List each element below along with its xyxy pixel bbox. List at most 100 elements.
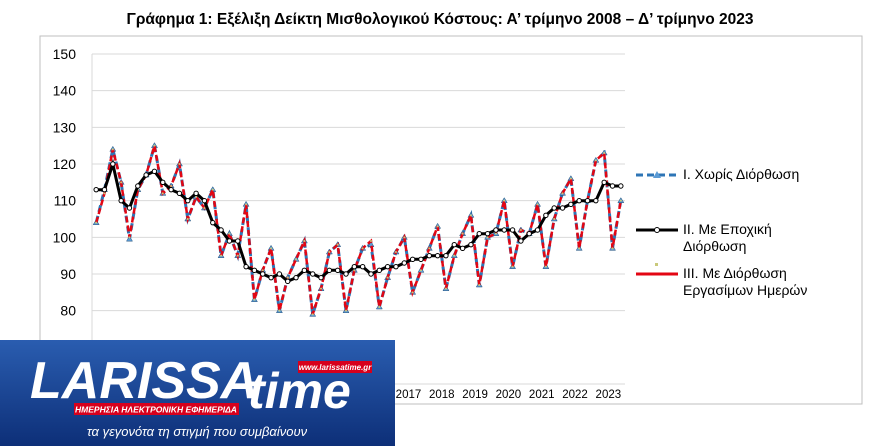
point (128, 236, 131, 239)
point (368, 271, 374, 277)
point (243, 263, 249, 270)
y-tick-label: 120 (53, 156, 77, 172)
point (584, 197, 591, 204)
point (160, 179, 166, 186)
point (126, 235, 133, 242)
x-tick-label: 2018 (429, 389, 455, 401)
point (403, 236, 406, 239)
legend-marker (653, 171, 661, 178)
point (478, 284, 481, 286)
point (476, 230, 482, 237)
point (511, 265, 514, 268)
point (195, 196, 198, 198)
point (153, 144, 156, 147)
point (526, 230, 532, 237)
legend-marker (655, 263, 658, 266)
point (486, 236, 489, 239)
point (210, 219, 216, 226)
point (151, 168, 158, 175)
point (418, 256, 424, 263)
point (203, 207, 206, 209)
point (251, 267, 258, 274)
y-tick-label: 130 (53, 119, 77, 135)
point (386, 276, 389, 279)
point (235, 238, 241, 244)
point (503, 199, 506, 202)
point (228, 232, 231, 235)
series-line (94, 145, 623, 315)
point (318, 274, 324, 281)
point (295, 258, 298, 261)
x-tick-label: 2017 (396, 389, 422, 401)
point (611, 247, 614, 250)
point (534, 227, 541, 233)
point (226, 238, 233, 244)
point (343, 271, 349, 277)
point (519, 229, 522, 231)
y-tick-label: 110 (54, 193, 77, 209)
point (201, 197, 208, 204)
logo-tagline: ΗΜΕΡΗΣΙΑ ΗΛΕΚΤΡΟΝΙΚΗ ΕΦΗΜΕΡΙΔΑ (75, 405, 237, 415)
point (544, 265, 547, 268)
point (311, 313, 314, 316)
y-tick-label: 140 (53, 83, 77, 99)
point (569, 177, 572, 180)
point (186, 218, 189, 220)
point (443, 252, 449, 259)
point (176, 190, 183, 197)
point (451, 241, 457, 248)
point (293, 274, 299, 281)
point (469, 214, 472, 217)
point (334, 267, 341, 274)
point (218, 227, 224, 233)
legend-marker (654, 227, 660, 233)
point (301, 267, 308, 274)
tagline-bg (74, 403, 239, 415)
point (361, 247, 364, 250)
point (135, 183, 141, 189)
url-bg (298, 361, 372, 373)
point (185, 197, 191, 204)
chart-title: Γράφημα 1: Εξέλιξη Δείκτη Μισθολογικού Κ… (127, 11, 754, 28)
point (170, 185, 173, 187)
point (126, 205, 133, 211)
x-tick-label: 2022 (562, 389, 588, 401)
y-tick-label: 90 (60, 266, 76, 282)
point (278, 309, 281, 312)
point (110, 161, 116, 167)
point (393, 263, 399, 270)
point (93, 186, 99, 193)
point (578, 247, 581, 250)
x-tick-label: 2021 (529, 389, 555, 401)
point (401, 260, 408, 266)
point (211, 188, 214, 191)
point (120, 181, 123, 184)
point (444, 287, 447, 290)
point (619, 199, 622, 202)
point (553, 218, 556, 220)
point (509, 227, 516, 233)
point (268, 274, 274, 281)
point (394, 251, 397, 253)
point (353, 269, 356, 272)
point (245, 203, 248, 206)
point (378, 306, 381, 308)
x-tick-label: 2020 (496, 389, 522, 401)
logo: LARISSA time www.larissatime.gr ΗΜΕΡΗΣΙΑ… (0, 340, 395, 446)
point (501, 227, 507, 233)
point (351, 263, 358, 270)
point (345, 309, 348, 312)
point (461, 232, 464, 235)
point (95, 221, 98, 224)
point (101, 186, 108, 193)
y-tick-label: 80 (60, 303, 76, 319)
x-tick-label: 2019 (462, 389, 488, 401)
point (434, 252, 441, 259)
logo-slogan: τα γεγονότα τη στιγμή που συμβαίνουν (87, 424, 308, 439)
point (568, 201, 574, 208)
point (276, 271, 283, 277)
point (518, 238, 524, 244)
point (328, 251, 331, 253)
